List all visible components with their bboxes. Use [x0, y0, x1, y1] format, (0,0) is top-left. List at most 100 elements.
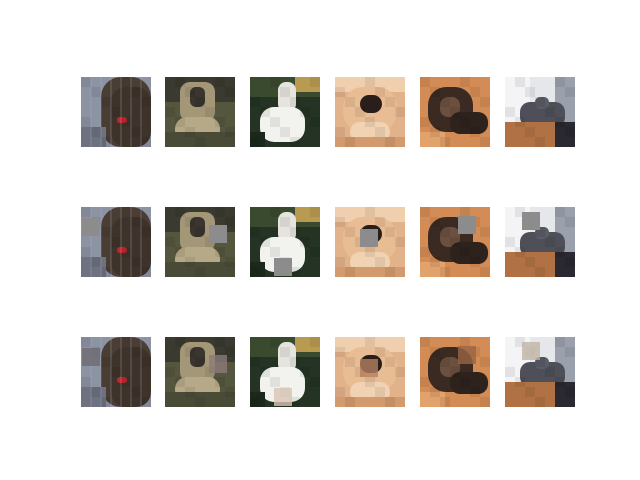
- pixel: [430, 87, 440, 97]
- pixel: [565, 217, 575, 227]
- pixel: [101, 227, 111, 237]
- pixel: [335, 217, 345, 227]
- image-tile: [420, 207, 490, 277]
- pixel: [175, 117, 185, 127]
- pixel: [440, 227, 450, 237]
- reconstructed-patch: [209, 355, 227, 373]
- pixel: [535, 397, 545, 407]
- pixel: [81, 207, 91, 217]
- pixel: [545, 107, 555, 117]
- pixel: [505, 367, 515, 377]
- image: [165, 207, 235, 277]
- pixel: [270, 207, 280, 217]
- pixel: [250, 267, 260, 277]
- pixel: [535, 267, 545, 277]
- image-tile: [81, 77, 151, 147]
- pixel: [81, 247, 91, 257]
- pixel: [480, 137, 490, 147]
- pixel: [131, 87, 141, 97]
- pixel: [165, 107, 175, 117]
- pixel: [555, 337, 565, 347]
- pixel: [450, 237, 460, 247]
- pixel: [91, 257, 101, 267]
- pixel: [385, 137, 395, 147]
- image-region: [440, 227, 460, 247]
- image-tile: [505, 77, 575, 147]
- pixel: [515, 117, 525, 127]
- pixel: [185, 127, 195, 137]
- image-region: [190, 87, 205, 107]
- pixel: [430, 127, 440, 137]
- image-tile: [505, 337, 575, 407]
- mask-patch: [458, 216, 476, 234]
- image-region: [520, 362, 565, 387]
- image-region: [335, 337, 405, 352]
- pixel: [101, 357, 111, 367]
- image: [250, 337, 320, 407]
- pixel: [385, 97, 395, 107]
- reconstructed-patch: [458, 346, 476, 364]
- image-region: [335, 207, 405, 222]
- image-tile: [165, 337, 235, 407]
- pixel: [365, 337, 375, 347]
- pixel: [385, 227, 395, 237]
- pixel: [310, 377, 320, 387]
- pixel: [270, 77, 280, 87]
- pixel: [515, 247, 525, 257]
- pixel: [91, 87, 101, 97]
- pixel: [250, 357, 260, 367]
- image-region: [335, 267, 405, 277]
- pixel: [535, 97, 545, 107]
- image-region: [260, 367, 305, 402]
- pixel: [565, 127, 575, 137]
- pixel: [345, 137, 355, 147]
- image-region: [165, 392, 235, 407]
- image-region: [81, 257, 106, 277]
- pixel: [365, 77, 375, 87]
- image-region: [335, 137, 405, 147]
- image-region: [440, 357, 460, 377]
- pixel: [165, 367, 175, 377]
- pixel: [195, 267, 205, 277]
- pixel: [375, 87, 385, 97]
- pixel: [260, 107, 270, 117]
- image-region: [278, 82, 296, 112]
- pixel: [480, 227, 490, 237]
- pixel: [225, 87, 235, 97]
- pixel: [450, 367, 460, 377]
- image: [81, 77, 151, 147]
- image-region: [505, 382, 555, 407]
- image-region: [190, 217, 205, 237]
- pixel: [480, 397, 490, 407]
- image-region: [360, 95, 382, 113]
- image: [420, 207, 490, 277]
- pixel: [440, 267, 450, 277]
- pixel: [175, 247, 185, 257]
- pixel: [141, 97, 151, 107]
- pixel: [121, 207, 131, 217]
- pixel: [345, 267, 355, 277]
- pixel: [555, 117, 565, 127]
- pixel: [101, 397, 111, 407]
- pixel: [525, 127, 535, 137]
- pixel: [185, 347, 195, 357]
- pixel: [335, 127, 345, 137]
- pixel: [345, 227, 355, 237]
- pixel: [460, 377, 470, 387]
- image-region: [117, 117, 127, 123]
- pixel: [555, 377, 565, 387]
- pixel: [121, 117, 131, 127]
- image-tile: [335, 77, 405, 147]
- pixel: [375, 347, 385, 357]
- image: [505, 77, 575, 147]
- pixel: [310, 337, 320, 347]
- pixel: [81, 337, 91, 347]
- mask-patch: [522, 212, 540, 230]
- image-region: [450, 372, 488, 394]
- image: [420, 337, 490, 407]
- image: [165, 337, 235, 407]
- image-region: [555, 122, 575, 147]
- pixel: [280, 87, 290, 97]
- pixel: [185, 257, 195, 267]
- pixel: [345, 357, 355, 367]
